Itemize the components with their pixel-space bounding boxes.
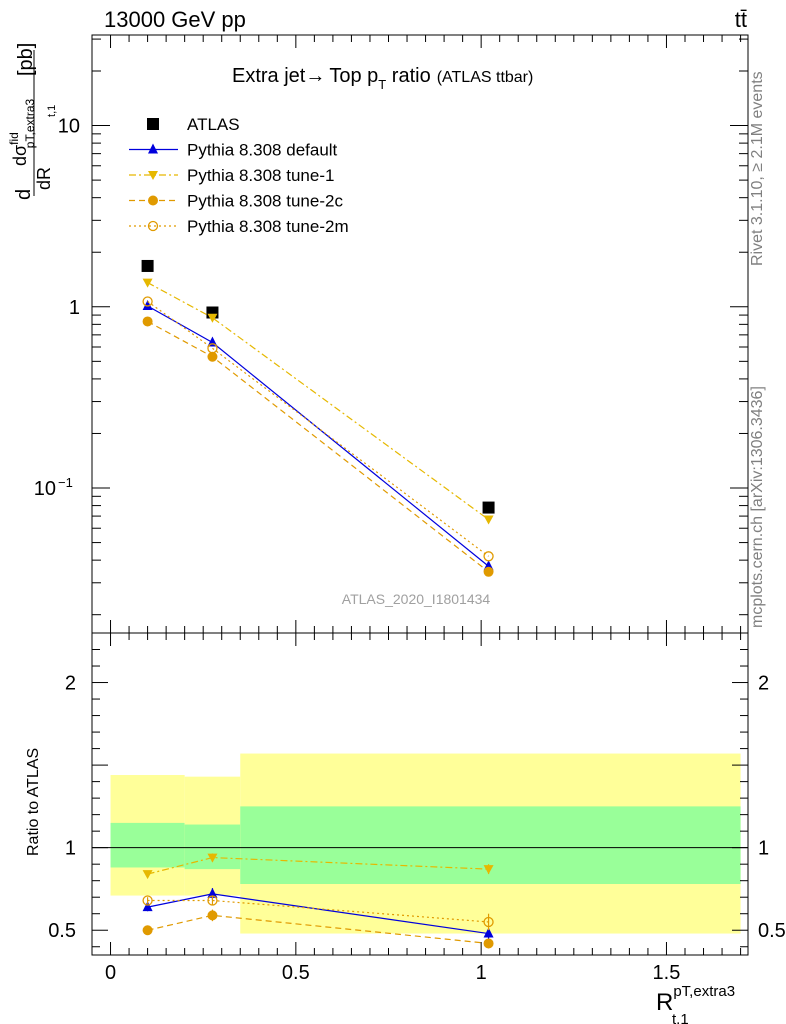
- legend-label-pythia-8-308-tune-1: Pythia 8.308 tune-1: [187, 166, 334, 185]
- legend-marker-pythia-8-308-tune-2c: [148, 195, 158, 206]
- main-line-pythia-8-308-tune-1: [147, 282, 489, 521]
- main-point-pythia-8-308-tune-1: [142, 278, 153, 288]
- ylabel-dr-sub: t,1: [46, 105, 58, 117]
- ratio-band-inner: [110, 822, 185, 868]
- title-arrow: →: [305, 65, 325, 87]
- main-point-pythia-8-308-tune-2m: [483, 551, 494, 562]
- x-axis-label: RpT,extra3 t,1: [656, 983, 735, 1024]
- y-tick-label: 10: [58, 116, 80, 138]
- x-tick-label: 0: [105, 962, 116, 984]
- ylabel-sigma-sup: fid: [7, 132, 21, 145]
- ylabel-numerator: dσfid pT,extra3: [7, 99, 37, 166]
- legend-marker-pythia-8-308-tune-1: [148, 171, 158, 180]
- main-point-pythia-8-308-tune-2c: [142, 316, 153, 327]
- ylabel-dr: dR: [34, 167, 54, 190]
- y-tick-exponent: −1: [58, 475, 73, 490]
- xlabel-sup: pT,extra3: [673, 983, 735, 1000]
- legend-marker-pythia-8-308-tune-2m: [147, 220, 159, 232]
- ylabel-sigma: dσ: [10, 145, 30, 166]
- title-sub: T: [378, 77, 386, 92]
- main-point-atlas: [482, 501, 495, 514]
- main-point-pythia-8-308-default: [142, 300, 153, 311]
- ratio-tick-label-left: 1: [65, 838, 76, 860]
- ratio-point-pythia-8-308-tune-1: [142, 870, 153, 880]
- xlabel-sub: t,1: [672, 1011, 689, 1024]
- title-small: (ATLAS ttbar): [437, 69, 534, 86]
- ratio-point-pythia-8-308-tune-2c: [483, 938, 494, 949]
- ylabel-denominator: dR t,1: [34, 105, 58, 190]
- legend: ATLAS Pythia 8.308 default Pythia 8.308 tu…: [129, 115, 349, 236]
- ratio-line-pythia-8-308-tune-2m: [147, 899, 489, 923]
- legend-marker-atlas: [147, 118, 159, 130]
- ylabel-sigma-sub: pT,extra3: [23, 99, 37, 149]
- ratio-uncertainty-bands: [110, 753, 741, 934]
- x-tick-label: 0.5: [282, 962, 310, 984]
- ratio-point-pythia-8-308-tune-1: [483, 865, 494, 875]
- ylabel-unit: [pb]: [15, 43, 37, 76]
- ratio-band-inner: [240, 806, 741, 884]
- main-point-pythia-8-308-tune-1: [483, 515, 494, 525]
- header-right: tt̄: [735, 7, 747, 32]
- ratio-plot-frame: [91, 632, 749, 956]
- ratio-point-pythia-8-308-tune-1: [207, 853, 218, 863]
- title-tail: ratio: [386, 65, 430, 87]
- legend-label-pythia-8-308-default: Pythia 8.308 default: [187, 141, 338, 160]
- header-left: 13000 GeV pp: [104, 7, 246, 32]
- ratio-line-pythia-8-308-tune-2c: [147, 914, 489, 945]
- x-tick-label: 1: [476, 962, 487, 984]
- x-tick-label: 1.5: [653, 962, 681, 984]
- analysis-watermark: ATLAS_2020_I1801434: [342, 591, 491, 607]
- main-point-pythia-8-308-tune-2c: [207, 351, 218, 362]
- main-line-pythia-8-308-tune-2m: [147, 300, 489, 557]
- ratio-point-pythia-8-308-tune-2m: [142, 895, 153, 906]
- title-main: Extra jet: [232, 65, 306, 87]
- ylabel-d: d: [13, 189, 35, 200]
- ratio-point-pythia-8-308-tune-2m: [207, 895, 218, 906]
- main-point-pythia-8-308-tune-1: [207, 313, 218, 323]
- main-point-pythia-8-308-tune-2c: [483, 566, 494, 577]
- ratio-tick-label-right: 0.5: [758, 920, 786, 942]
- legend-label-pythia-8-308-tune-2m: Pythia 8.308 tune-2m: [187, 217, 349, 236]
- xlabel-main: R: [656, 989, 673, 1016]
- main-point-pythia-8-308-tune-2m: [142, 296, 153, 307]
- legend-label-pythia-8-308-tune-2c: Pythia 8.308 tune-2c: [187, 192, 343, 211]
- main-line-pythia-8-308-default: [147, 305, 489, 567]
- mcplots-label: mcplots.cern.ch [arXiv:1306.3436]: [749, 386, 766, 628]
- ratio-tick-label-right: 1: [758, 838, 769, 860]
- ratio-point-pythia-8-308-tune-2c: [207, 910, 218, 921]
- ratio-point-pythia-8-308-tune-2m: [483, 916, 494, 928]
- plot-series: [141, 259, 495, 949]
- plot-title: Extra jet→ Top pT ratio (ATLAS ttbar): [232, 65, 533, 92]
- ratio-point-pythia-8-308-default: [207, 887, 218, 898]
- main-point-pythia-8-308-tune-2m: [207, 343, 218, 354]
- ratio-point-pythia-8-308-default: [142, 901, 153, 912]
- title-mid: Top p: [329, 65, 378, 87]
- legend-marker-pythia-8-308-default: [148, 143, 158, 154]
- legend-label-atlas: ATLAS: [187, 115, 240, 134]
- rivet-label: Rivet 3.1.10, ≥ 2.1M events: [749, 71, 766, 266]
- y-axis-label: d dσfid pT,extra3 dR t,1 [pb]: [7, 43, 58, 200]
- ratio-point-pythia-8-308-default: [483, 927, 494, 938]
- ratio-tick-label-left: 0.5: [48, 920, 76, 942]
- y-tick-label: 1: [69, 297, 80, 319]
- y-tick-label: 10: [34, 478, 56, 500]
- ratio-tick-label-right: 2: [758, 673, 769, 695]
- main-point-atlas: [141, 259, 154, 272]
- main-line-pythia-8-308-tune-2c: [147, 320, 489, 573]
- ratio-point-pythia-8-308-tune-2c: [142, 925, 153, 936]
- ratio-tick-label-left: 2: [65, 673, 76, 695]
- ratio-y-label: Ratio to ATLAS: [25, 748, 42, 856]
